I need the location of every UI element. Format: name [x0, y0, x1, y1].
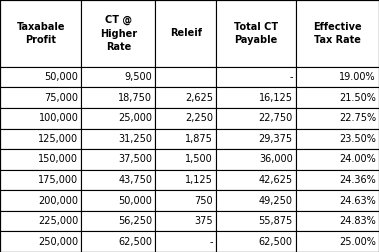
Text: 9,500: 9,500 [125, 72, 152, 82]
Text: 225,000: 225,000 [38, 216, 78, 226]
Bar [216, 190, 296, 211]
Text: 24.36%: 24.36% [339, 175, 376, 185]
Text: 18,750: 18,750 [118, 93, 152, 103]
Bar [296, 190, 379, 211]
Text: 55,875: 55,875 [258, 216, 293, 226]
Text: 75,000: 75,000 [44, 93, 78, 103]
Bar [0, 87, 81, 108]
Text: 50,000: 50,000 [119, 196, 152, 206]
Text: 2,250: 2,250 [185, 113, 213, 123]
Bar [216, 67, 296, 87]
Bar [155, 211, 216, 231]
Bar [296, 231, 379, 252]
Bar [296, 0, 379, 67]
Text: 19.00%: 19.00% [339, 72, 376, 82]
Text: Taxabale
Profit: Taxabale Profit [17, 22, 65, 45]
Text: 1,125: 1,125 [185, 175, 213, 185]
Bar [81, 231, 155, 252]
Bar [0, 108, 81, 129]
Bar [81, 0, 155, 67]
Text: Effective
Tax Rate: Effective Tax Rate [313, 22, 362, 45]
Bar [296, 67, 379, 87]
Bar [81, 170, 155, 190]
Bar [296, 87, 379, 108]
Text: 2,625: 2,625 [185, 93, 213, 103]
Text: 200,000: 200,000 [38, 196, 78, 206]
Text: 62,500: 62,500 [258, 237, 293, 247]
Text: Releif: Releif [170, 28, 202, 38]
Bar [216, 231, 296, 252]
Bar [0, 170, 81, 190]
Text: 125,000: 125,000 [38, 134, 78, 144]
Bar [155, 231, 216, 252]
Text: 25,000: 25,000 [118, 113, 152, 123]
Bar [0, 149, 81, 170]
Bar [155, 0, 216, 67]
Bar [81, 67, 155, 87]
Bar [296, 129, 379, 149]
Bar [216, 87, 296, 108]
Bar [155, 149, 216, 170]
Text: Total CT
Payable: Total CT Payable [234, 22, 278, 45]
Text: 175,000: 175,000 [38, 175, 78, 185]
Bar [216, 170, 296, 190]
Text: -: - [289, 72, 293, 82]
Text: 37,500: 37,500 [118, 154, 152, 164]
Bar [0, 190, 81, 211]
Text: 25.00%: 25.00% [339, 237, 376, 247]
Text: 24.00%: 24.00% [339, 154, 376, 164]
Bar [155, 67, 216, 87]
Text: 16,125: 16,125 [258, 93, 293, 103]
Bar [296, 211, 379, 231]
Text: 49,250: 49,250 [258, 196, 293, 206]
Bar [0, 231, 81, 252]
Text: 150,000: 150,000 [38, 154, 78, 164]
Bar [155, 170, 216, 190]
Bar [296, 149, 379, 170]
Text: 24.83%: 24.83% [339, 216, 376, 226]
Bar [216, 129, 296, 149]
Bar [296, 170, 379, 190]
Bar [216, 149, 296, 170]
Bar [81, 108, 155, 129]
Text: -: - [210, 237, 213, 247]
Bar [81, 211, 155, 231]
Text: 29,375: 29,375 [258, 134, 293, 144]
Bar [0, 129, 81, 149]
Bar [81, 87, 155, 108]
Text: 50,000: 50,000 [45, 72, 78, 82]
Bar [216, 108, 296, 129]
Bar [155, 190, 216, 211]
Text: 43,750: 43,750 [118, 175, 152, 185]
Bar [296, 108, 379, 129]
Bar [0, 67, 81, 87]
Bar [81, 129, 155, 149]
Text: 22,750: 22,750 [258, 113, 293, 123]
Bar [155, 108, 216, 129]
Text: 750: 750 [194, 196, 213, 206]
Bar [216, 211, 296, 231]
Text: 22.75%: 22.75% [339, 113, 376, 123]
Text: 56,250: 56,250 [118, 216, 152, 226]
Bar [0, 0, 81, 67]
Text: 36,000: 36,000 [259, 154, 293, 164]
Bar [155, 129, 216, 149]
Bar [155, 87, 216, 108]
Bar [0, 211, 81, 231]
Text: 1,500: 1,500 [185, 154, 213, 164]
Bar [81, 190, 155, 211]
Text: 21.50%: 21.50% [339, 93, 376, 103]
Bar [216, 0, 296, 67]
Text: 23.50%: 23.50% [339, 134, 376, 144]
Text: 100,000: 100,000 [39, 113, 78, 123]
Text: 24.63%: 24.63% [339, 196, 376, 206]
Text: 250,000: 250,000 [38, 237, 78, 247]
Text: 375: 375 [194, 216, 213, 226]
Text: 31,250: 31,250 [118, 134, 152, 144]
Text: 1,875: 1,875 [185, 134, 213, 144]
Bar [81, 149, 155, 170]
Text: CT @
Higher
Rate: CT @ Higher Rate [100, 15, 137, 52]
Text: 62,500: 62,500 [118, 237, 152, 247]
Text: 42,625: 42,625 [258, 175, 293, 185]
